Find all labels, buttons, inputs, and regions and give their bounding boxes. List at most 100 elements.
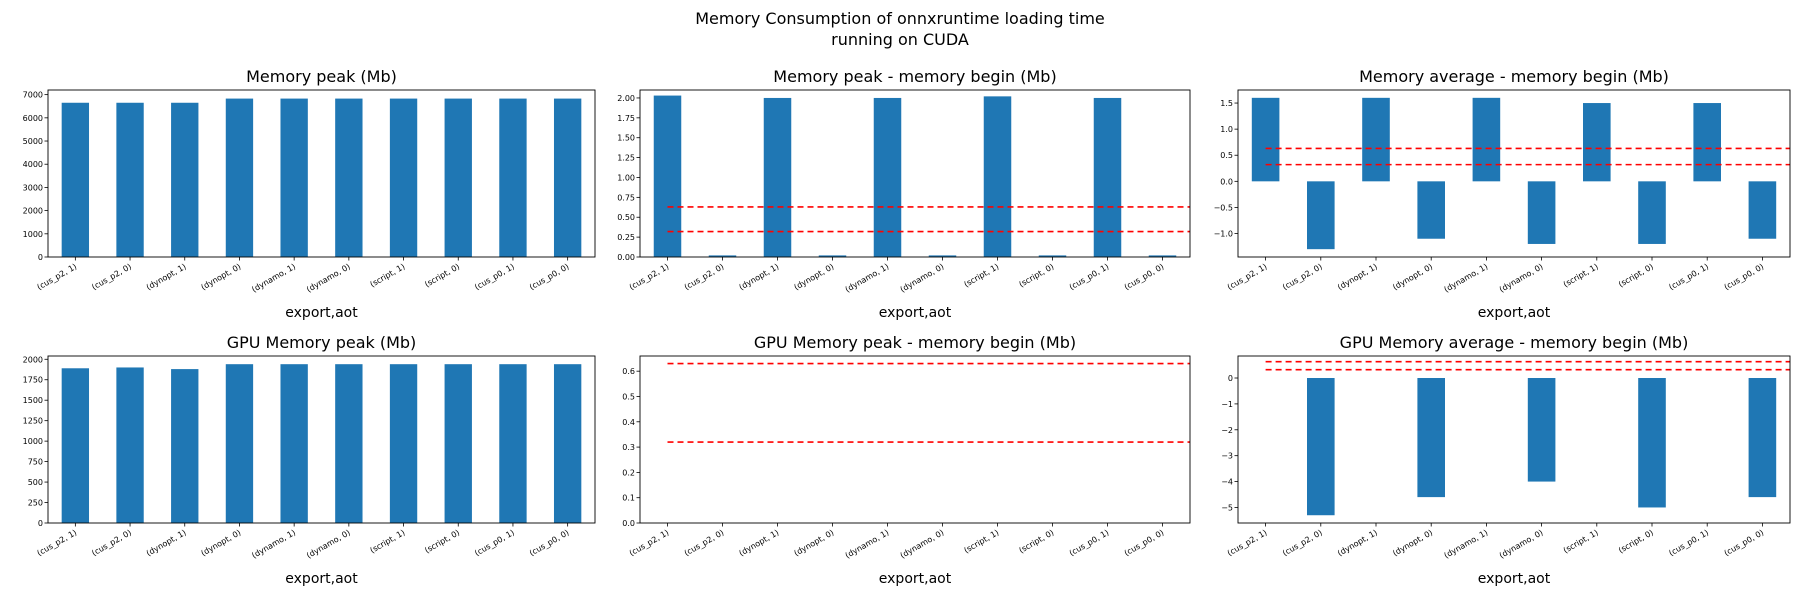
y-tick-label: 5000 <box>23 137 43 146</box>
x-tick-label: (dynamo, 1) <box>250 262 297 294</box>
bar <box>1583 103 1611 182</box>
y-tick-label: 4000 <box>23 160 43 169</box>
y-tick-label: 1500 <box>23 396 43 405</box>
y-tick-label: 1.75 <box>617 114 635 123</box>
x-tick-label: (cus_p0, 1) <box>1667 262 1710 292</box>
x-tick-label: (cus_p2, 1) <box>1226 262 1269 292</box>
x-tick-label: (cus_p0, 1) <box>473 528 516 558</box>
subplot-title: GPU Memory peak (Mb) <box>227 333 417 352</box>
y-tick-label: 1.25 <box>617 154 635 163</box>
y-tick-label: 0 <box>1228 374 1233 383</box>
x-tick-label: (cus_p0, 1) <box>1667 528 1710 558</box>
x-tick-label: (cus_p0, 0) <box>1123 262 1166 292</box>
figure-title-line-1: Memory Consumption of onnxruntime loadin… <box>695 9 1105 28</box>
x-tick-label: (dynamo, 0) <box>899 528 946 560</box>
y-tick-label: 0.1 <box>622 494 635 503</box>
bar <box>225 98 254 258</box>
y-tick-label: 0.00 <box>617 253 635 262</box>
x-tick-label: (dynamo, 1) <box>844 528 891 560</box>
axes-frame <box>639 89 1191 258</box>
y-tick-label: 2000 <box>23 207 43 216</box>
bar <box>444 98 472 258</box>
x-tick-label: (dynamo, 0) <box>1498 528 1545 560</box>
y-tick-label: −0.5 <box>1214 203 1233 212</box>
y-tick-label: 0.6 <box>622 367 635 376</box>
x-tick-label: (dynopt, 0) <box>1391 262 1434 292</box>
x-tick-label: (cus_p0, 1) <box>473 262 516 292</box>
y-tick-label: 1750 <box>23 376 43 385</box>
x-tick-label: (cus_p2, 1) <box>1226 528 1269 558</box>
bar <box>280 98 308 258</box>
bar <box>1362 97 1390 182</box>
x-tick-label: (cus_p0, 0) <box>1723 262 1766 292</box>
bar <box>553 364 582 523</box>
bar <box>171 102 199 257</box>
x-tick-label: (cus_p0, 0) <box>528 262 571 292</box>
y-tick-label: −1 <box>1221 400 1233 409</box>
x-axis-label: export,aot <box>1478 571 1551 587</box>
bar <box>225 364 254 523</box>
y-tick-label: 0 <box>38 519 43 528</box>
y-tick-label: 0.50 <box>617 213 635 222</box>
x-tick-label: (script, 1) <box>1562 262 1600 289</box>
y-tick-label: 0.5 <box>1220 151 1233 160</box>
x-tick-label: (cus_p2, 1) <box>36 262 79 292</box>
x-tick-label: (dynamo, 0) <box>1498 262 1545 294</box>
subplot-title: Memory average - memory begin (Mb) <box>1359 67 1669 86</box>
y-tick-label: 0.0 <box>1220 177 1233 186</box>
y-tick-label: 2000 <box>23 355 43 364</box>
x-tick-label: (cus_p2, 1) <box>628 262 671 292</box>
x-tick-label: (dynopt, 0) <box>1391 528 1434 558</box>
axes-frame <box>1237 89 1791 258</box>
bar <box>1148 255 1177 257</box>
bar <box>1038 255 1067 257</box>
bar <box>1638 378 1666 508</box>
bar <box>1527 378 1556 482</box>
y-tick-label: 750 <box>28 458 43 467</box>
x-axis-label: export,aot <box>285 305 358 321</box>
bar <box>61 102 90 257</box>
y-tick-label: −4 <box>1221 478 1233 487</box>
x-tick-label: (script, 1) <box>962 528 1000 555</box>
axes-frame <box>1237 355 1791 524</box>
subplot-6: GPU Memory average - memory begin (Mb) −5… <box>1221 333 1791 587</box>
bar <box>763 97 792 257</box>
y-tick-label: 0.2 <box>622 468 635 477</box>
x-tick-label: (dynamo, 1) <box>1443 262 1490 294</box>
y-tick-label: 1.50 <box>617 134 635 143</box>
bar <box>653 95 682 257</box>
bar <box>389 364 418 523</box>
bar <box>928 255 957 257</box>
x-tick-label: (dynopt, 1) <box>1336 262 1379 292</box>
bar <box>1093 97 1122 257</box>
bar <box>1527 181 1556 244</box>
x-tick-label: (dynopt, 1) <box>738 528 781 558</box>
bar <box>389 98 418 258</box>
x-tick-label: (dynopt, 0) <box>199 528 242 558</box>
x-tick-label: (dynopt, 1) <box>1336 528 1379 558</box>
bar <box>1748 378 1777 498</box>
y-tick-label: 0.5 <box>622 392 635 401</box>
y-tick-label: 0.75 <box>617 193 635 202</box>
x-tick-label: (dynopt, 0) <box>793 262 836 292</box>
x-axis-label: export,aot <box>285 571 358 587</box>
y-tick-label: −5 <box>1221 503 1233 512</box>
x-axis-label: export,aot <box>1478 305 1551 321</box>
y-tick-label: 0 <box>38 253 43 262</box>
subplot-title: Memory peak (Mb) <box>246 67 397 86</box>
y-tick-label: 0.3 <box>622 443 635 452</box>
bar <box>983 96 1012 257</box>
subplot-title: GPU Memory peak - memory begin (Mb) <box>754 333 1076 352</box>
x-tick-label: (cus_p2, 1) <box>36 528 79 558</box>
x-tick-label: (dynopt, 0) <box>199 262 242 292</box>
x-tick-label: (script, 0) <box>423 262 461 289</box>
x-tick-label: (script, 0) <box>1617 528 1655 555</box>
x-tick-label: (script, 1) <box>962 262 1000 289</box>
x-tick-label: (dynopt, 1) <box>145 262 188 292</box>
subplot-3: Memory average - memory begin (Mb) −1.0 −0… <box>1214 67 1791 321</box>
subplot-2: Memory peak - memory begin (Mb) 0.00 0.25 0… <box>617 67 1191 321</box>
y-tick-label: −3 <box>1221 452 1233 461</box>
x-tick-label: (script, 0) <box>1617 262 1655 289</box>
x-tick-label: (cus_p2, 1) <box>628 528 671 558</box>
bar <box>116 102 144 257</box>
